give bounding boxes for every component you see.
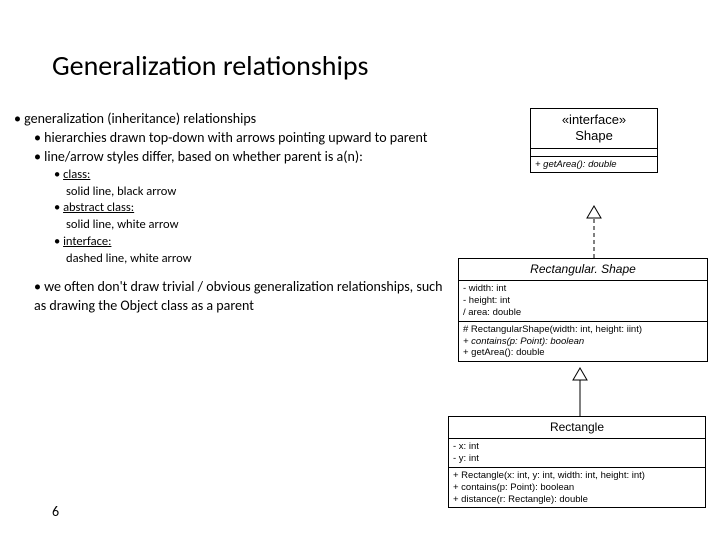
bullet-l2c: we often don't draw trivial / obvious ge… (34, 278, 444, 316)
realization-arrow-icon (584, 206, 604, 258)
bullet-l3b: abstract class: (54, 200, 444, 217)
uml-shape-stereotype: «interface» (535, 112, 653, 128)
bullet-l1: generalization (inheritance) relationshi… (14, 110, 444, 129)
uml-rectshape-ops: # RectangularShape(width: int, height: i… (459, 321, 707, 362)
bullet-l3c: interface: (54, 234, 444, 251)
bullet-l3a-desc: solid line, black arrow (66, 184, 444, 201)
uml-rectshape-attrs: - width: int - height: int / area: doubl… (459, 280, 707, 321)
uml-rectangle-attrs: - x: int - y: int (449, 438, 705, 467)
bullet-content: generalization (inheritance) relationshi… (14, 110, 444, 316)
generalization-arrow-icon (570, 368, 590, 416)
page-number: 6 (52, 503, 59, 520)
bullet-l3a: class: (54, 167, 444, 184)
bullet-l3c-desc: dashed line, white arrow (66, 251, 444, 268)
uml-rectangle-name: Rectangle (449, 417, 705, 438)
uml-rectangle-ops: + Rectangle(x: int, y: int, width: int, … (449, 467, 705, 508)
uml-shape-name: Shape (535, 128, 653, 144)
uml-shape-ops: + getArea(): double (531, 156, 657, 173)
page-title: Generalization relationships (52, 48, 368, 83)
uml-rectangle: Rectangle - x: int - y: int + Rectangle(… (448, 416, 706, 508)
bullet-l2b: line/arrow styles differ, based on wheth… (34, 148, 444, 167)
uml-shape: «interface» Shape + getArea(): double (530, 108, 658, 173)
bullet-l2a: hierarchies drawn top-down with arrows p… (34, 129, 444, 148)
bullet-l3b-desc: solid line, white arrow (66, 217, 444, 234)
uml-rectangular-shape: Rectangular. Shape - width: int - height… (458, 258, 708, 362)
uml-rectshape-name: Rectangular. Shape (459, 259, 707, 280)
